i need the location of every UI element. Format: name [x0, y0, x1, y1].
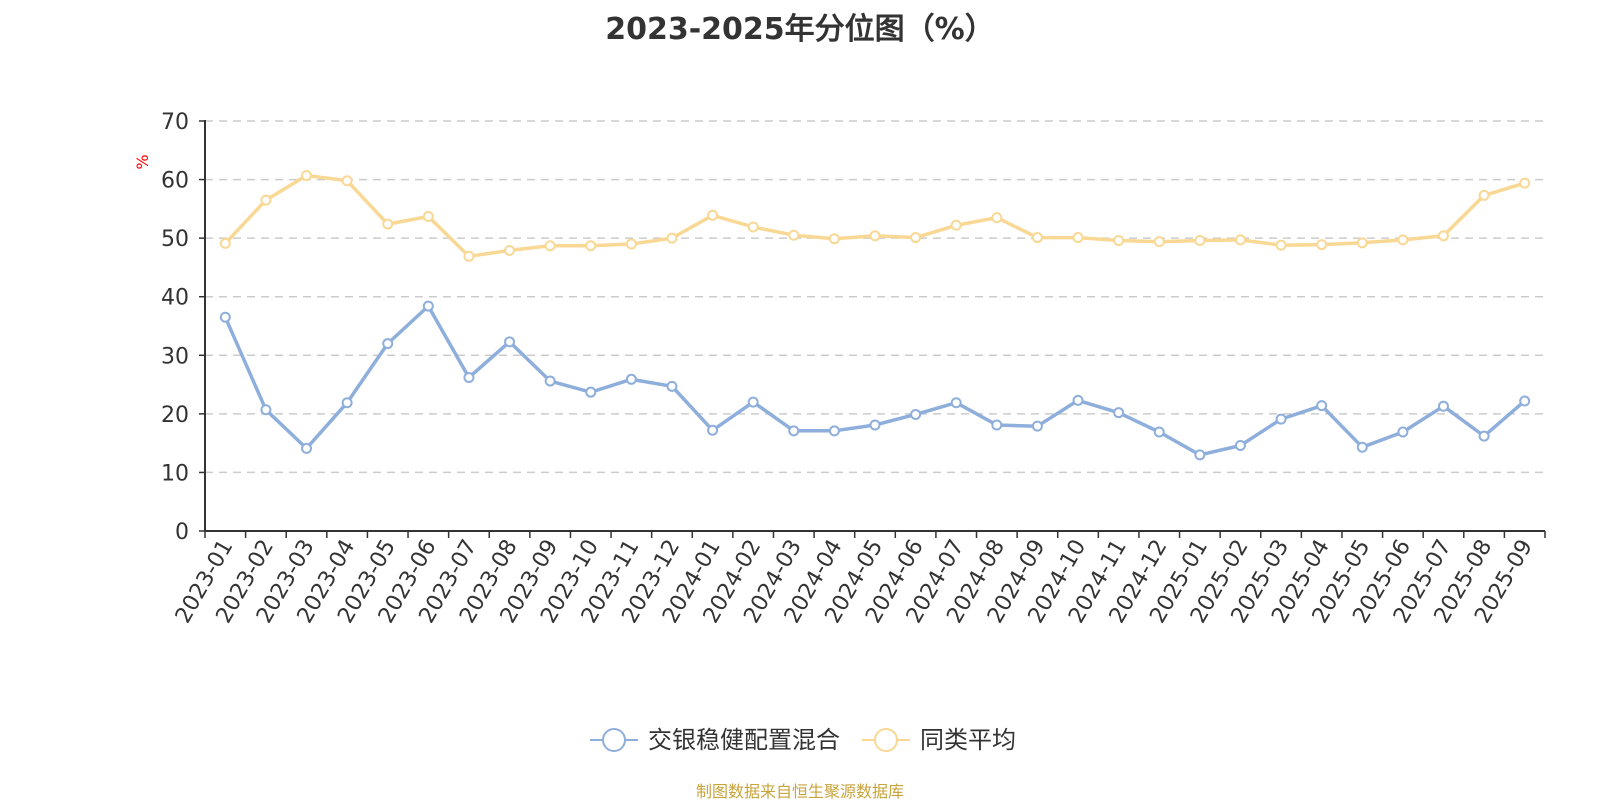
- legend-marker-2: [874, 728, 898, 752]
- y-tick-label: 30: [161, 344, 189, 369]
- data-point: [869, 419, 881, 431]
- data-point: [1397, 234, 1409, 246]
- data-point: [422, 210, 434, 222]
- data-point: [219, 237, 231, 249]
- y-axis-label: %: [133, 154, 152, 169]
- data-point: [1275, 239, 1287, 251]
- data-point: [463, 250, 475, 262]
- data-point: [1072, 232, 1084, 244]
- data-point: [1356, 441, 1368, 453]
- data-point: [1153, 236, 1165, 248]
- data-point: [666, 232, 678, 244]
- data-point: [950, 397, 962, 409]
- y-tick-label: 60: [161, 169, 189, 194]
- y-tick-label: 70: [161, 110, 189, 135]
- data-point: [747, 221, 759, 233]
- data-point: [666, 380, 678, 392]
- data-point: [1437, 230, 1449, 242]
- data-point: [585, 386, 597, 398]
- data-point: [382, 338, 394, 350]
- source-note: 制图数据来自恒生聚源数据库: [695, 782, 904, 801]
- chart-title: 2023-2025年分位图（%）: [605, 12, 995, 47]
- data-point: [869, 230, 881, 242]
- data-point: [1031, 420, 1043, 432]
- data-point: [991, 212, 1003, 224]
- data-point: [463, 372, 475, 384]
- data-point: [828, 233, 840, 245]
- data-point: [910, 408, 922, 420]
- y-tick-label: 0: [175, 520, 189, 545]
- data-point: [1194, 234, 1206, 246]
- legend: 交银稳健配置混合 同类平均: [590, 726, 1016, 754]
- data-point: [828, 425, 840, 437]
- data-point: [1519, 177, 1531, 189]
- data-point: [422, 300, 434, 312]
- data-point: [1153, 426, 1165, 438]
- data-point: [219, 311, 231, 323]
- legend-label-2: 同类平均: [920, 726, 1016, 754]
- series-line-2: [224, 173, 1526, 259]
- data-point: [950, 219, 962, 231]
- series-layer: [219, 169, 1531, 461]
- y-tick-label: 10: [161, 461, 189, 486]
- data-point: [910, 232, 922, 244]
- data-point: [625, 373, 637, 385]
- data-point: [301, 169, 313, 181]
- data-point: [1397, 426, 1409, 438]
- data-point: [1437, 400, 1449, 412]
- data-point: [301, 442, 313, 454]
- data-point: [991, 419, 1003, 431]
- data-point: [788, 425, 800, 437]
- legend-marker-1: [602, 728, 626, 752]
- data-point: [260, 194, 272, 206]
- data-point: [504, 336, 516, 348]
- y-tick-label: 40: [161, 286, 189, 311]
- data-point: [1316, 239, 1328, 251]
- data-point: [260, 404, 272, 416]
- data-point: [1275, 413, 1287, 425]
- legend-label-1: 交银稳健配置混合: [648, 726, 840, 754]
- data-point: [747, 396, 759, 408]
- data-point: [544, 375, 556, 387]
- series-line-1: [223, 304, 1526, 457]
- data-point: [707, 424, 719, 436]
- data-point: [1478, 189, 1490, 201]
- data-point: [788, 229, 800, 241]
- data-point: [1031, 232, 1043, 244]
- data-point: [382, 218, 394, 230]
- data-point: [1113, 407, 1125, 419]
- data-point: [1234, 234, 1246, 246]
- y-tick-label: 50: [161, 227, 189, 252]
- data-point: [341, 175, 353, 187]
- data-point: [504, 244, 516, 256]
- data-point: [1194, 449, 1206, 461]
- data-point: [1113, 234, 1125, 246]
- data-point: [1072, 394, 1084, 406]
- data-point: [341, 397, 353, 409]
- data-point: [1356, 237, 1368, 249]
- y-tick-label: 20: [161, 403, 189, 428]
- data-point: [544, 240, 556, 252]
- data-point: [585, 240, 597, 252]
- data-point: [625, 238, 637, 250]
- data-point: [1478, 430, 1490, 442]
- data-point: [1234, 439, 1246, 451]
- data-point: [1519, 395, 1531, 407]
- data-point: [707, 209, 719, 221]
- data-point: [1316, 400, 1328, 412]
- axis-layer: 010203040506070%2023-012023-022023-03202…: [133, 110, 1546, 628]
